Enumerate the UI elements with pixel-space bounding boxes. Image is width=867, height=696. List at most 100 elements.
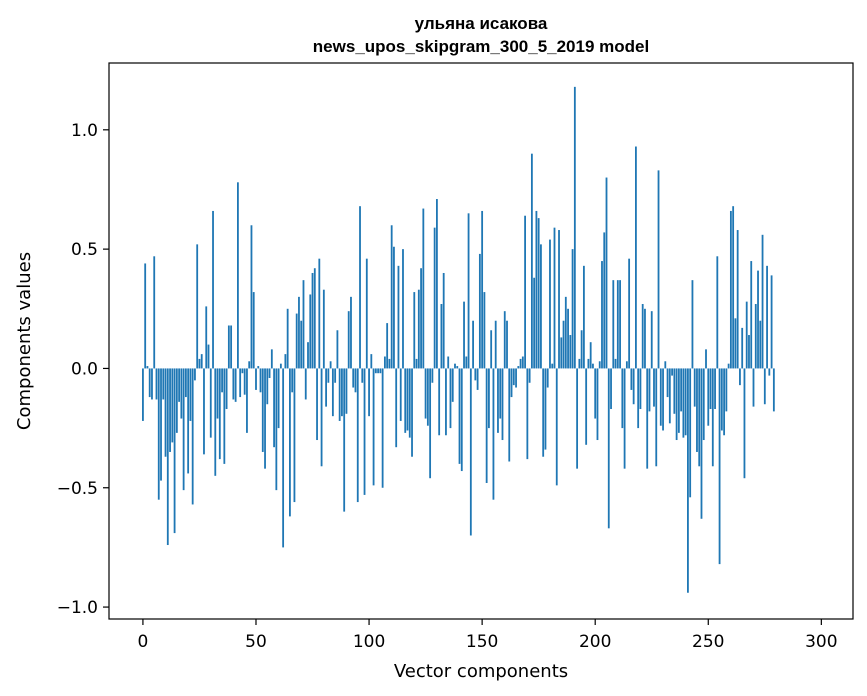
x-tick-label: 0 <box>138 632 149 652</box>
bar-214 <box>625 361 628 369</box>
bar-249 <box>705 349 707 369</box>
x-tick-label: 150 <box>466 632 498 652</box>
bar-234 <box>671 368 673 376</box>
bar-22 <box>191 368 194 505</box>
bar-215 <box>628 258 631 369</box>
y-tick-label: −1.0 <box>57 598 98 618</box>
bar-119 <box>411 368 413 457</box>
bar-117 <box>406 368 409 431</box>
bar-207 <box>610 368 612 410</box>
bar-219 <box>637 368 640 429</box>
bar-75 <box>311 272 314 369</box>
bar-60 <box>277 368 280 429</box>
bar-184 <box>558 230 560 369</box>
bar-3 <box>148 368 151 398</box>
bar-177 <box>542 368 545 457</box>
bar-120 <box>413 292 416 369</box>
bar-226 <box>653 368 655 407</box>
bar-186 <box>562 320 565 369</box>
bar-235 <box>673 368 676 414</box>
bar-159 <box>501 368 504 441</box>
bar-100 <box>368 368 370 417</box>
bar-174 <box>535 210 538 369</box>
bar-31 <box>212 210 214 369</box>
bar-164 <box>512 368 515 386</box>
bar-178 <box>544 368 547 450</box>
bar-127 <box>429 368 432 479</box>
bar-90 <box>345 368 348 414</box>
bar-220 <box>639 368 642 410</box>
bar-45 <box>243 368 246 395</box>
bar-279 <box>772 368 775 412</box>
bar-63 <box>284 354 287 369</box>
bar-200 <box>594 368 597 419</box>
bar-95 <box>356 368 359 503</box>
bar-113 <box>397 265 400 369</box>
bar-18 <box>182 368 185 491</box>
bar-277 <box>768 368 771 376</box>
bar-106 <box>381 368 384 488</box>
bar-30 <box>209 368 212 438</box>
bar-160 <box>503 311 506 369</box>
bar-34 <box>218 368 221 460</box>
y-tick-label: −0.5 <box>57 479 98 499</box>
bar-107 <box>383 356 386 369</box>
bar-161 <box>506 320 508 369</box>
bar-114 <box>399 368 402 421</box>
bar-11 <box>166 368 169 546</box>
bar-28 <box>205 306 208 369</box>
bar-116 <box>404 368 407 433</box>
bar-48 <box>250 225 253 369</box>
bar-269 <box>750 261 753 369</box>
x-axis-ticks: 0 50 100 150 200 250 300 <box>138 619 838 652</box>
bar-26 <box>200 354 203 369</box>
bar-82 <box>327 368 330 383</box>
bar-187 <box>564 296 567 369</box>
bar-250 <box>707 368 710 426</box>
bar-248 <box>702 368 705 441</box>
bar-129 <box>433 227 436 369</box>
bar-23 <box>194 368 196 381</box>
bar-236 <box>675 368 678 441</box>
bar-209 <box>614 358 617 369</box>
bar-229 <box>659 368 662 426</box>
bar-156 <box>494 320 497 369</box>
bar-52 <box>259 368 262 393</box>
bar-91 <box>347 311 350 369</box>
bar-80 <box>322 289 325 369</box>
bar-270 <box>752 368 755 407</box>
bar-264 <box>739 368 741 386</box>
bar-78 <box>318 258 321 369</box>
y-tick-label: 1.0 <box>71 121 98 141</box>
bar-series <box>142 86 775 593</box>
x-tick-label: 200 <box>579 632 611 652</box>
bar-77 <box>316 368 318 441</box>
bar-267 <box>745 301 748 369</box>
bar-25 <box>198 358 201 369</box>
bar-87 <box>338 368 341 421</box>
bar-97 <box>361 368 364 383</box>
bar-198 <box>589 342 592 369</box>
bar-218 <box>635 146 637 369</box>
bar-163 <box>510 368 513 398</box>
bar-67 <box>293 368 296 503</box>
bar-172 <box>530 153 533 369</box>
bar-201 <box>596 368 599 441</box>
bar-108 <box>386 323 389 369</box>
bar-191 <box>573 86 576 369</box>
bar-149 <box>478 253 481 369</box>
bar-166 <box>517 366 520 369</box>
bar-43 <box>239 368 242 398</box>
bar-254 <box>716 256 719 369</box>
bar-39 <box>230 325 233 369</box>
bar-183 <box>555 368 558 486</box>
bar-240 <box>684 368 687 436</box>
bar-181 <box>551 363 554 369</box>
x-tick-label: 50 <box>245 632 267 652</box>
plot-area-frame <box>108 62 854 620</box>
bar-109 <box>388 358 391 369</box>
bar-138 <box>454 363 456 369</box>
bar-224 <box>648 368 651 412</box>
bar-221 <box>641 304 644 369</box>
